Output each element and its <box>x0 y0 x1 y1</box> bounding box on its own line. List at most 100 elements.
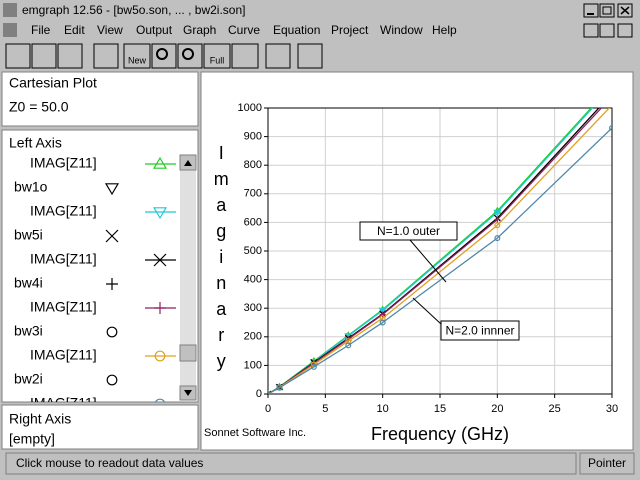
plot-info-panel <box>1 71 199 127</box>
annotation-box <box>440 320 520 341</box>
marker <box>152 156 168 169</box>
series-group <box>268 108 612 394</box>
x-tick-label: 20 <box>491 403 503 415</box>
doc-icon <box>3 23 17 37</box>
right-axis-title: Right Axis <box>9 411 71 427</box>
x-tick-label: 30 <box>606 403 618 415</box>
marker <box>104 183 120 196</box>
annotation-box <box>359 221 458 241</box>
y-tick-label: 400 <box>244 274 262 286</box>
window-controls[interactable] <box>583 3 633 18</box>
annotation-arrow <box>412 297 442 325</box>
marker <box>494 235 501 242</box>
marker <box>345 342 352 349</box>
menu-item[interactable]: View <box>97 23 123 37</box>
y-tick-label: 0 <box>256 388 262 400</box>
refresh-button[interactable] <box>265 43 291 69</box>
menu-bar: File Edit View Output Graph Curve Equation Proj… <box>31 23 457 37</box>
legend-name: bw2i <box>14 371 43 387</box>
marker <box>152 207 168 220</box>
y-tick-label: 500 <box>244 245 262 257</box>
open-project-button[interactable] <box>31 43 57 69</box>
marker <box>154 398 166 402</box>
menu-item[interactable]: Curve <box>228 23 260 37</box>
legend-label: IMAG[Z11] <box>30 347 97 363</box>
x-tick-label: 0 <box>265 403 271 415</box>
legend-name: bw3i <box>14 323 43 339</box>
chart: 0 100 200 300 400 500 600 700 800 900 1000 0 5 10 15 20… <box>204 102 618 444</box>
z0: Z0 = 50.0 <box>9 99 69 115</box>
open-button[interactable] <box>5 43 31 69</box>
y-tick-label: 600 <box>244 216 262 228</box>
marker <box>378 307 387 315</box>
title-bar <box>0 0 640 20</box>
menu-item[interactable]: File <box>31 23 51 37</box>
menu-item[interactable]: Graph <box>183 23 216 37</box>
copy-button[interactable] <box>93 43 119 69</box>
x-tick-label: 5 <box>322 403 328 415</box>
marker <box>268 391 271 394</box>
marker <box>276 384 283 391</box>
window-title: emgraph 12.56 - [bw5o.son, ... , bw2i.so… <box>22 3 245 17</box>
annotation: N=1.0 outer <box>377 224 440 238</box>
marker <box>106 278 118 290</box>
y-axis-label: Imaginary <box>211 143 231 377</box>
y-tick-label: 700 <box>244 188 262 200</box>
menu-item[interactable]: Project <box>331 23 369 37</box>
new-button[interactable] <box>123 43 151 69</box>
x-tick-label: 15 <box>434 403 446 415</box>
status-mode-box <box>579 452 635 475</box>
zoom-out-button[interactable] <box>177 43 203 69</box>
marker <box>494 222 501 229</box>
full-button-label: Full <box>210 55 225 65</box>
status-message: Click mouse to readout data values <box>16 456 203 470</box>
right-axis-panel <box>1 404 199 450</box>
menu-item[interactable]: Help <box>432 23 457 37</box>
marker <box>105 229 119 243</box>
annotation-arrow <box>409 239 447 283</box>
plot-frame <box>267 107 613 395</box>
toolbar: New Full <box>5 43 323 69</box>
legend-name: bw4i <box>14 275 43 291</box>
status-message-box <box>5 452 577 475</box>
full-button[interactable] <box>203 43 231 69</box>
x-tick-label: 25 <box>549 403 561 415</box>
marker <box>494 216 501 223</box>
scrollbar[interactable] <box>179 154 197 401</box>
menu-item[interactable]: Edit <box>64 23 85 37</box>
y-tick-label: 1000 <box>238 102 262 114</box>
legend-name: bw1o <box>14 179 48 195</box>
menu-item[interactable]: Window <box>380 23 423 37</box>
plot-kind: Cartesian Plot <box>9 75 97 91</box>
marker <box>106 326 118 338</box>
marker <box>609 125 612 132</box>
legend-label: IMAG[Z11] <box>30 203 97 219</box>
x-tick-label: 10 <box>377 403 389 415</box>
y-tick-label: 200 <box>244 331 262 343</box>
marker <box>493 209 502 217</box>
doc-controls[interactable] <box>583 23 633 38</box>
legend-label: IMAG[Z11] <box>30 299 97 315</box>
menu-item[interactable]: Equation <box>273 23 320 37</box>
y-tick-label: 300 <box>244 302 262 314</box>
y-tick-label: 100 <box>244 359 262 371</box>
marker <box>154 302 166 314</box>
marker <box>154 350 166 362</box>
marker <box>379 319 386 326</box>
marker <box>310 363 317 370</box>
y-tick-label: 800 <box>244 159 262 171</box>
pan-button[interactable] <box>231 43 259 69</box>
legend-name: bw5i <box>14 227 43 243</box>
marker <box>379 311 386 318</box>
app-icon <box>3 3 17 17</box>
menu-item[interactable]: Output <box>136 23 173 37</box>
plot-area <box>200 71 634 451</box>
zoom-in-button[interactable] <box>151 43 177 69</box>
x-axis-label: Frequency (GHz) <box>371 424 509 444</box>
series-line <box>268 127 612 394</box>
save-button[interactable] <box>57 43 83 69</box>
print-button[interactable] <box>297 43 323 69</box>
legend-label: IMAG[Z11] <box>30 395 97 411</box>
